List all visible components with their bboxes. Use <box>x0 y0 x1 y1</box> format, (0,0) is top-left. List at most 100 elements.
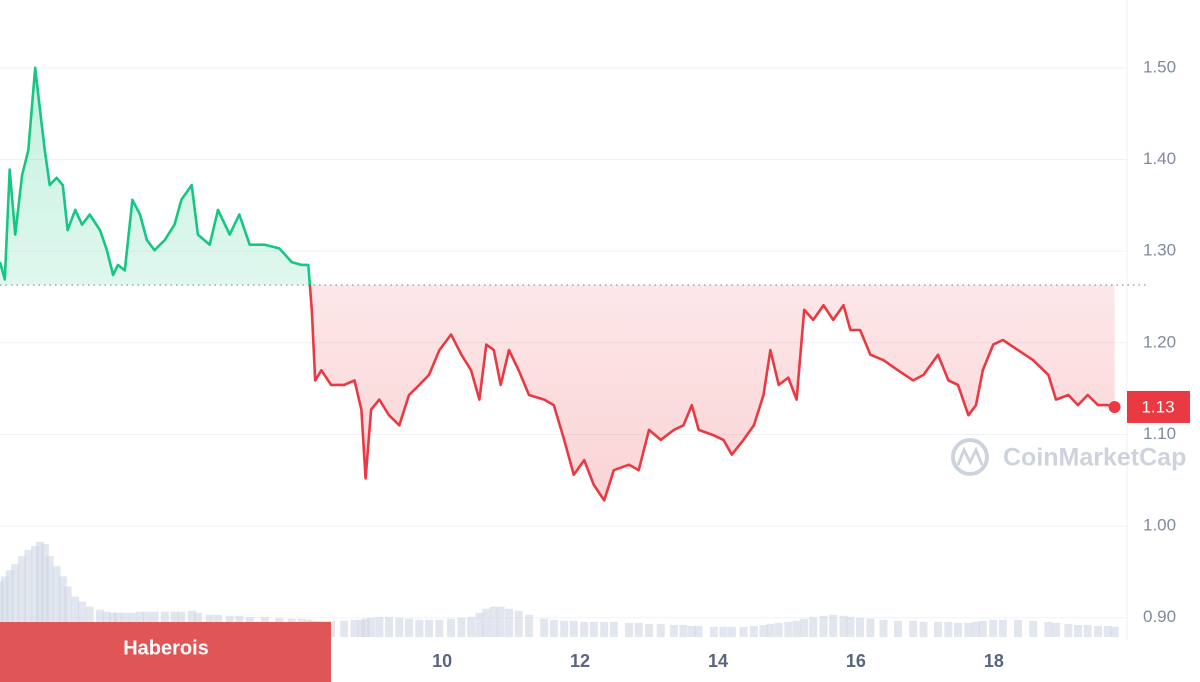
volume-bar <box>425 619 434 637</box>
volume-bar <box>739 626 748 637</box>
volume-bar <box>819 615 828 637</box>
volume-bar <box>1103 625 1112 637</box>
watermark-text: CoinMarketCap <box>1003 444 1186 472</box>
volume-bar <box>784 621 793 637</box>
y-tick-label: 1.10 <box>1143 424 1176 443</box>
volume-bar <box>569 620 578 637</box>
volume-bar <box>361 618 370 637</box>
overlay-text: Haberois <box>123 637 209 659</box>
volume-bar <box>1083 624 1092 637</box>
volume-bar <box>679 624 688 637</box>
y-tick-label: 1.40 <box>1143 149 1176 168</box>
volume-bar <box>964 622 973 637</box>
volume-bar <box>447 618 456 637</box>
area-down <box>309 285 1115 501</box>
volume-bar <box>405 618 414 637</box>
overlay-banner <box>0 622 331 682</box>
volume-bar <box>357 619 366 637</box>
volume-bar <box>78 601 87 637</box>
volume-bar <box>971 621 980 637</box>
volume-bar <box>600 621 609 637</box>
volume-bar <box>998 619 1007 637</box>
volume-bar <box>350 619 359 637</box>
volume-bar <box>435 619 444 637</box>
volume-bar <box>505 608 514 637</box>
price-line-up <box>0 66 312 286</box>
volume-bar <box>457 617 466 637</box>
volume-bar <box>846 616 855 637</box>
volume-bar <box>800 618 809 637</box>
volume-bar <box>395 617 404 637</box>
volume-bar <box>759 624 768 637</box>
grid: 0.90 1.00 1.10 1.20 1.30 1.40 1.50 <box>0 57 1176 626</box>
volume-bar <box>978 620 987 637</box>
watermark-logo-mark <box>956 446 984 466</box>
volume-bar <box>327 620 336 637</box>
volume-bar <box>709 626 718 637</box>
x-tick-label: 10 <box>432 651 452 671</box>
volume-bar <box>1110 626 1119 637</box>
volume-bar <box>829 614 838 637</box>
price-tag-label: 1.13 <box>1141 397 1174 416</box>
line-layer <box>0 66 1147 502</box>
volume-bar <box>525 614 534 637</box>
volume-bar <box>719 626 728 637</box>
volume-bar <box>656 623 665 637</box>
volume-bar <box>482 608 491 637</box>
volume-bar <box>85 606 94 637</box>
volume-bar <box>1074 624 1083 637</box>
volume-bar <box>36 542 45 637</box>
watermark-logo <box>951 438 989 476</box>
volume-bar <box>727 626 736 637</box>
x-tick-label: 14 <box>708 651 728 671</box>
volume-bar <box>560 620 569 637</box>
volume-bar <box>375 616 384 637</box>
volume-bar <box>856 617 865 637</box>
volume-bar <box>63 586 72 637</box>
volume-bar <box>549 619 558 637</box>
volume-bar <box>919 621 928 637</box>
area-up <box>0 67 1115 286</box>
volume-bar <box>866 618 875 637</box>
volume-bar <box>909 620 918 637</box>
volume-bar <box>766 623 775 637</box>
x-tick-label: 18 <box>984 651 1004 671</box>
x-tick-label: 16 <box>846 651 866 671</box>
volume-bar <box>609 621 618 637</box>
y-tick-label: 1.00 <box>1143 516 1176 535</box>
volume-bar <box>31 546 40 637</box>
volume-bar <box>11 564 20 637</box>
volume-bar <box>71 596 80 637</box>
volume-bar <box>385 616 394 637</box>
volume-bar <box>18 556 27 637</box>
volume-bar <box>1044 621 1053 637</box>
volume-bar <box>580 621 589 637</box>
volume-bar <box>496 606 505 637</box>
area-layer <box>0 67 1115 501</box>
watermark: CoinMarketCap <box>951 438 1186 476</box>
volume-bar <box>589 621 598 637</box>
price-tag <box>1127 390 1190 423</box>
volume-bar <box>944 621 953 637</box>
end-dot <box>1108 400 1121 413</box>
volume-bar <box>625 622 634 637</box>
volume-bar <box>879 619 888 637</box>
volume-bar <box>894 620 903 637</box>
volume-bar <box>40 544 49 637</box>
volume-bar <box>989 619 998 637</box>
volume-bar <box>634 622 643 637</box>
y-tick-label: 1.20 <box>1143 332 1176 351</box>
y-tick-label: 0.90 <box>1143 607 1176 626</box>
volume-bar <box>1064 623 1073 637</box>
volume-bar <box>340 620 349 637</box>
volume-bar <box>839 615 848 637</box>
volume-bar <box>694 625 703 637</box>
volume-bar <box>774 622 783 637</box>
volume-bar <box>52 566 61 637</box>
volume-bar <box>5 570 14 637</box>
volume-bar <box>1094 625 1103 637</box>
volume-bar <box>475 612 484 637</box>
volume-bar <box>809 616 818 637</box>
y-tick-label: 1.30 <box>1143 241 1176 260</box>
